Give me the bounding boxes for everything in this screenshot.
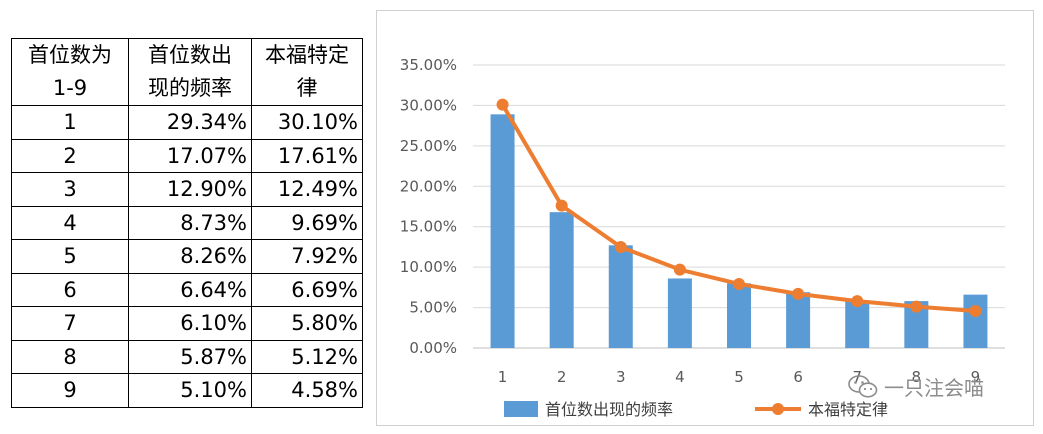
line-point (555, 199, 568, 212)
frequency-cell: 8.73% (128, 205, 252, 240)
y-tick-label: 10.00% (400, 258, 457, 276)
y-tick-label: 20.00% (400, 177, 457, 195)
bar (727, 283, 751, 348)
bar (608, 245, 633, 348)
frequency-cell: 17.07% (128, 138, 252, 173)
legend-label-bar: 首位数出现的频率 (545, 400, 673, 419)
bar (667, 278, 692, 348)
x-tick-label: 9 (971, 368, 981, 386)
y-tick-label: 5.00% (409, 299, 457, 317)
frequency-cell: 6.64% (128, 272, 252, 307)
benford-cell: 4.58% (251, 373, 363, 408)
x-tick-label: 7 (852, 368, 862, 386)
digit-cell: 2 (11, 138, 129, 173)
x-tick-label: 6 (793, 368, 803, 386)
y-tick-label: 0.00% (409, 339, 457, 357)
y-tick-label: 25.00% (400, 137, 457, 155)
digit-cell: 3 (11, 172, 129, 207)
frequency-cell: 8.26% (128, 239, 252, 274)
line-point (496, 98, 509, 111)
line-point (673, 263, 686, 276)
table-header-row: 首位数为 1-9 首位数出 现的频率 本福特定 律 (11, 38, 363, 106)
header-cell-digit: 首位数为 1-9 (11, 38, 129, 106)
x-tick-label: 1 (498, 368, 508, 386)
watermark: 一只注会喵 (848, 372, 984, 401)
line-point (792, 287, 805, 300)
line-point (969, 304, 982, 317)
frequency-cell: 5.10% (128, 373, 252, 408)
benford-cell: 6.69% (251, 272, 363, 307)
y-tick-label: 30.00% (400, 96, 457, 114)
x-tick-label: 5 (734, 368, 744, 386)
bar (963, 294, 988, 348)
chart-area: 0.00% 5.00% 10.00% 15.00% 20.00% 25.00% 30.00%… (376, 10, 1034, 426)
x-tick-label: 2 (557, 368, 567, 386)
benford-cell: 9.69% (251, 205, 363, 240)
bar (845, 300, 870, 348)
legend-label-line: 本福特定律 (808, 400, 888, 419)
x-tick-label: 8 (912, 368, 922, 386)
table-row: 3 12.90% 12.49% (11, 172, 363, 207)
digit-cell: 9 (11, 373, 129, 408)
legend-marker-line (772, 403, 784, 415)
frequency-cell: 12.90% (128, 172, 252, 207)
digit-cell: 6 (11, 272, 129, 307)
chart-svg: 0.00% 5.00% 10.00% 15.00% 20.00% 25.00% 30.00%… (400, 56, 1005, 419)
y-tick-label: 35.00% (400, 56, 457, 74)
line-point (733, 277, 745, 290)
header-cell-frequency: 首位数出 现的频率 (128, 38, 252, 106)
data-table: 首位数为 1-9 首位数出 现的频率 本福特定 律 1 29.34% 30.10% 2… (11, 38, 363, 408)
bar (490, 114, 515, 348)
table-row: 8 5.87% 5.12% (11, 339, 363, 374)
digit-cell: 1 (11, 105, 129, 140)
frequency-cell: 6.10% (128, 306, 252, 341)
table-row: 9 5.10% 4.58% (11, 373, 363, 408)
line-point (614, 241, 627, 254)
benford-cell: 5.12% (251, 339, 363, 374)
x-tick-label: 4 (675, 368, 685, 386)
wechat-icon (848, 374, 878, 398)
legend-swatch-bar (504, 401, 538, 417)
digit-cell: 5 (11, 239, 129, 274)
line-point (851, 295, 864, 308)
watermark-text: 一只注会喵 (884, 376, 984, 400)
table-row: 7 6.10% 5.80% (11, 306, 363, 341)
benford-cell: 12.49% (251, 172, 363, 207)
bar (786, 292, 811, 348)
benford-cell: 5.80% (251, 306, 363, 341)
benford-cell: 30.10% (251, 105, 363, 140)
x-tick-label: 3 (616, 368, 626, 386)
frequency-cell: 29.34% (128, 105, 252, 140)
digit-cell: 8 (11, 339, 129, 374)
table-row: 1 29.34% 30.10% (11, 105, 363, 140)
table-row: 6 6.64% 6.69% (11, 272, 363, 307)
frequency-cell: 5.87% (128, 339, 252, 374)
header-cell-benford: 本福特定 律 (251, 38, 363, 106)
digit-cell: 7 (11, 306, 129, 341)
line-point (910, 300, 923, 313)
bar (549, 212, 574, 348)
table-row: 2 17.07% 17.61% (11, 138, 363, 173)
digit-cell: 4 (11, 205, 129, 240)
y-tick-label: 15.00% (400, 218, 457, 236)
benford-cell: 17.61% (251, 138, 363, 173)
table-row: 4 8.73% 9.69% (11, 205, 363, 240)
benford-cell: 7.92% (251, 239, 363, 274)
table-row: 5 8.26% 7.92% (11, 239, 363, 274)
